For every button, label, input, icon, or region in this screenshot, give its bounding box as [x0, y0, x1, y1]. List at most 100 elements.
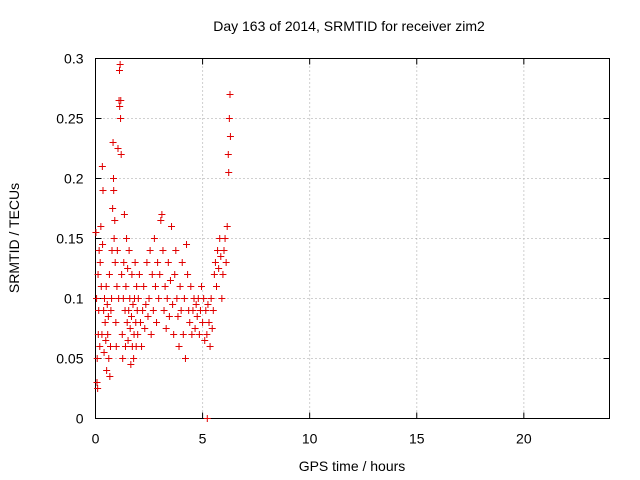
data-point	[224, 151, 232, 158]
data-point	[166, 277, 174, 284]
data-point	[203, 331, 211, 338]
data-point	[133, 283, 141, 290]
data-point	[225, 115, 233, 122]
data-point	[157, 217, 165, 224]
data-point	[126, 325, 134, 332]
data-point	[181, 355, 189, 362]
x-tick-label: 5	[199, 431, 207, 447]
data-point	[191, 325, 199, 332]
data-point	[225, 169, 233, 176]
data-point	[117, 97, 125, 104]
data-point	[114, 145, 122, 152]
data-point	[98, 163, 106, 170]
x-tick-label: 0	[92, 431, 100, 447]
data-point	[109, 175, 117, 182]
data-point	[117, 115, 125, 122]
data-point	[135, 271, 143, 278]
data-point	[131, 259, 139, 266]
data-point	[156, 271, 164, 278]
data-point	[218, 295, 226, 302]
data-point	[103, 367, 111, 374]
data-point	[200, 295, 208, 302]
data-point	[113, 283, 121, 290]
data-point	[96, 259, 104, 266]
data-point	[127, 361, 135, 368]
y-tick-label: 0.2	[64, 171, 84, 187]
data-point	[149, 307, 157, 314]
data-point	[96, 343, 104, 350]
data-point	[144, 313, 152, 320]
data-point	[120, 259, 128, 266]
data-point	[199, 319, 207, 326]
data-point	[203, 415, 211, 422]
data-point	[183, 241, 191, 248]
y-tick-label: 0.15	[56, 231, 83, 247]
data-point	[94, 271, 102, 278]
data-point	[155, 295, 163, 302]
data-point	[188, 331, 196, 338]
data-point	[106, 373, 114, 380]
data-point	[112, 343, 120, 350]
data-point	[129, 301, 137, 308]
data-point	[93, 295, 101, 302]
data-point	[209, 307, 217, 314]
data-point	[207, 295, 215, 302]
data-point	[206, 343, 214, 350]
data-point	[193, 313, 201, 320]
data-point	[186, 319, 194, 326]
data-point	[214, 247, 222, 254]
data-point	[105, 271, 113, 278]
data-point	[154, 259, 162, 266]
data-point	[189, 307, 197, 314]
data-point	[110, 235, 118, 242]
data-point	[168, 223, 176, 230]
data-point	[179, 331, 187, 338]
data-point	[119, 295, 127, 302]
x-tick-label: 15	[409, 431, 425, 447]
data-point	[136, 319, 144, 326]
y-tick-label: 0.25	[56, 111, 83, 127]
data-point	[172, 247, 180, 254]
data-point	[142, 301, 150, 308]
data-point	[175, 343, 183, 350]
data-point	[163, 295, 171, 302]
data-point	[222, 259, 230, 266]
data-point	[108, 295, 116, 302]
data-point	[122, 283, 130, 290]
data-point	[204, 301, 212, 308]
data-point	[176, 283, 184, 290]
data-point	[92, 229, 100, 236]
data-point	[130, 355, 138, 362]
data-point	[101, 319, 109, 326]
y-tick-label: 0.05	[56, 351, 83, 367]
data-point	[109, 205, 117, 212]
x-tick-label: 20	[516, 431, 532, 447]
data-point	[174, 313, 182, 320]
grid	[95, 58, 610, 419]
data-point	[110, 187, 118, 194]
axis-ticks: 0 5 10 15 20 0 0.05 0.1 0.15 0.2 0.25 0.3	[56, 51, 610, 447]
data-point	[111, 259, 119, 266]
data-point	[165, 313, 173, 320]
data-point	[150, 235, 158, 242]
data-point	[158, 211, 166, 218]
data-point	[139, 307, 147, 314]
data-point	[147, 331, 155, 338]
data-point	[125, 307, 133, 314]
data-point	[205, 319, 213, 326]
data-point	[102, 337, 110, 344]
data-point	[119, 355, 127, 362]
data-point	[151, 283, 159, 290]
data-point	[153, 319, 161, 326]
data-point	[221, 235, 229, 242]
data-point	[124, 337, 132, 344]
data-point	[146, 247, 154, 254]
data-point	[118, 271, 126, 278]
data-point	[93, 379, 101, 386]
data-point	[171, 271, 179, 278]
y-axis-label: SRMTID / TECUs	[6, 183, 22, 293]
data-point	[195, 331, 203, 338]
data-point	[134, 295, 142, 302]
data-point	[128, 271, 136, 278]
